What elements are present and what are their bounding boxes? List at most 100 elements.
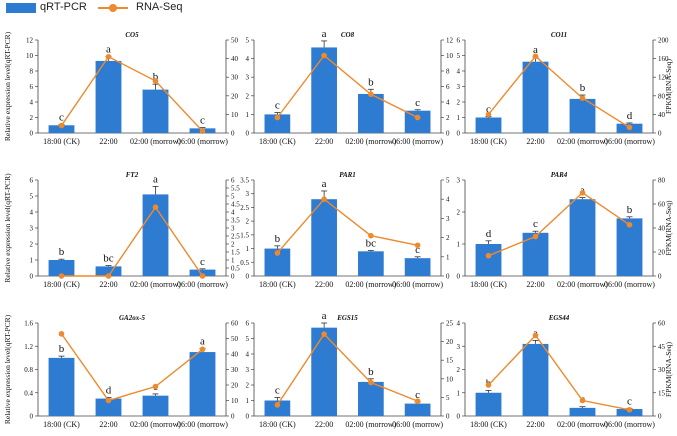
y-tick-label: 4 (457, 320, 461, 328)
y2-tick-label: 15 (446, 357, 454, 365)
significance-letter: b (275, 233, 281, 245)
x-tick-label: 06:00 (morrow) (177, 137, 228, 146)
significance-letter: b (153, 71, 159, 83)
rna-seq-point (485, 111, 492, 118)
rna-seq-line (276, 54, 418, 119)
y-tick-label: 3 (457, 343, 461, 351)
bar (189, 269, 216, 276)
y-tick-label: 3 (246, 190, 250, 198)
bar (48, 260, 75, 276)
y-tick-label: 3 (30, 225, 34, 233)
bar (311, 327, 337, 416)
significance-letter: d (486, 228, 492, 240)
bar (404, 258, 431, 276)
rna-seq-point (626, 222, 633, 228)
y-tick-label: 0.5 (240, 259, 249, 267)
y-tick-label: 0 (457, 130, 461, 138)
legend-bar-label: qRT-PCR (40, 1, 87, 13)
rna-seq-line (276, 333, 418, 406)
significance-letter: bc (103, 253, 114, 265)
y2-tick-label: 45 (658, 343, 666, 351)
rna-seq-point (368, 232, 374, 239)
x-tick-label: 18:00 (CK) (43, 420, 80, 429)
y2-axis-title: FPKM(RNA-Seq) (664, 342, 673, 398)
rna-seq-point (58, 273, 65, 279)
x-tick-label: 06:00 (morrow) (392, 420, 443, 429)
chart-title: GA2ox-5 (119, 314, 146, 322)
y2-tick-label: 80 (658, 177, 666, 185)
y-axis-title: Relative expression level(qRT-PCR) (3, 173, 12, 283)
bar (48, 125, 75, 133)
rna-seq-line (487, 334, 630, 411)
y-tick-label: 1.6 (24, 320, 33, 328)
y2-tick-label: 2 (446, 114, 450, 122)
y-tick-label: 2 (457, 209, 461, 217)
bar (569, 199, 596, 276)
x-tick-label: 18:00 (CK) (470, 420, 507, 429)
x-tick-label: 18:00 (CK) (259, 280, 296, 289)
y2-tick-label: 40 (231, 55, 239, 63)
chart-title: CO11 (551, 31, 567, 39)
x-tick-label: 02:00 (morrow) (130, 420, 181, 429)
y2-tick-label: 20 (658, 249, 666, 257)
rna-seq-point (532, 332, 539, 339)
rna-seq-point (274, 114, 281, 121)
x-tick-label: 02:00 (morrow) (130, 137, 181, 146)
rna-seq-point (199, 128, 206, 134)
significance-letter: bc (366, 237, 377, 249)
y-tick-label: 5 (246, 335, 250, 343)
chart-egs15: 0 1 2 3 4 5 6 0 5 10 15 20 25 EGS15 c a b c 18:00 (CK) 22:0… (246, 310, 454, 429)
y-tick-label: 0.8 (24, 366, 33, 374)
y2-tick-label: 160 (658, 55, 669, 63)
rna-seq-point (152, 78, 159, 84)
significance-letter: a (153, 173, 158, 185)
y2-tick-label: 20 (231, 382, 239, 390)
y-tick-label: 4 (246, 351, 250, 359)
y2-tick-label: 10 (446, 52, 454, 60)
significance-letter: c (415, 97, 420, 109)
bar (311, 199, 337, 276)
chart-title: PAR4 (551, 171, 568, 179)
rna-seq-line (276, 198, 418, 254)
y-tick-label: 2 (246, 92, 250, 100)
bar (404, 110, 431, 133)
chart-title: CO8 (341, 31, 355, 39)
chart-par1: 0 0.5 1 1.5 2 2.5 3 3.5 0 1 2 3 4 5 PAR1 b a bc c 18:00 (CK… (240, 171, 450, 289)
bar (404, 403, 431, 416)
rna-seq-point (58, 331, 65, 337)
chart-egs44: 01234015304560EGS44bacc18:00 (CK)22:0002… (457, 314, 674, 429)
y-tick-label: 3 (457, 177, 461, 185)
rna-seq-point (626, 407, 633, 413)
y-tick-label: 1.2 (24, 343, 33, 351)
y2-tick-label: 50 (231, 335, 239, 343)
x-tick-label: 22:00 (315, 137, 333, 146)
significance-letter: c (59, 111, 64, 123)
x-tick-label: 02:00 (morrow) (345, 137, 396, 146)
significance-letter: b (59, 343, 65, 355)
bar (475, 392, 502, 416)
y2-tick-label: 3.5 (231, 217, 240, 225)
y2-tick-label: 0 (231, 130, 235, 138)
y2-tick-label: 6 (446, 83, 450, 91)
y2-tick-label: 80 (658, 92, 666, 100)
significance-letter: c (415, 389, 420, 401)
y-tick-label: 3 (457, 83, 461, 91)
rna-seq-line (60, 333, 203, 402)
chart-title: EGS15 (336, 314, 358, 322)
significance-letter: c (200, 256, 205, 268)
y-axis-title: Relative expression level(qRT-PCR) (3, 31, 12, 141)
rna-seq-line (61, 205, 204, 277)
y-tick-label: 3.5 (240, 177, 249, 185)
rna-seq-point (485, 382, 492, 388)
x-tick-label: 18:00 (CK) (470, 137, 507, 146)
x-tick-label: 18:00 (CK) (43, 137, 80, 146)
x-tick-label: 22:00 (526, 420, 544, 429)
rna-seq-point (274, 250, 281, 256)
chart-title: PAR1 (339, 171, 356, 179)
chart-co5: 0 2 4 6 8 10 12 0 10 20 30 40 50 CO5 c a b c 18:00 (CK) 22:… (3, 31, 239, 146)
chart-title: CO5 (125, 31, 139, 39)
y2-tick-label: 40 (658, 111, 666, 119)
y2-tick-label: 30 (231, 74, 239, 82)
